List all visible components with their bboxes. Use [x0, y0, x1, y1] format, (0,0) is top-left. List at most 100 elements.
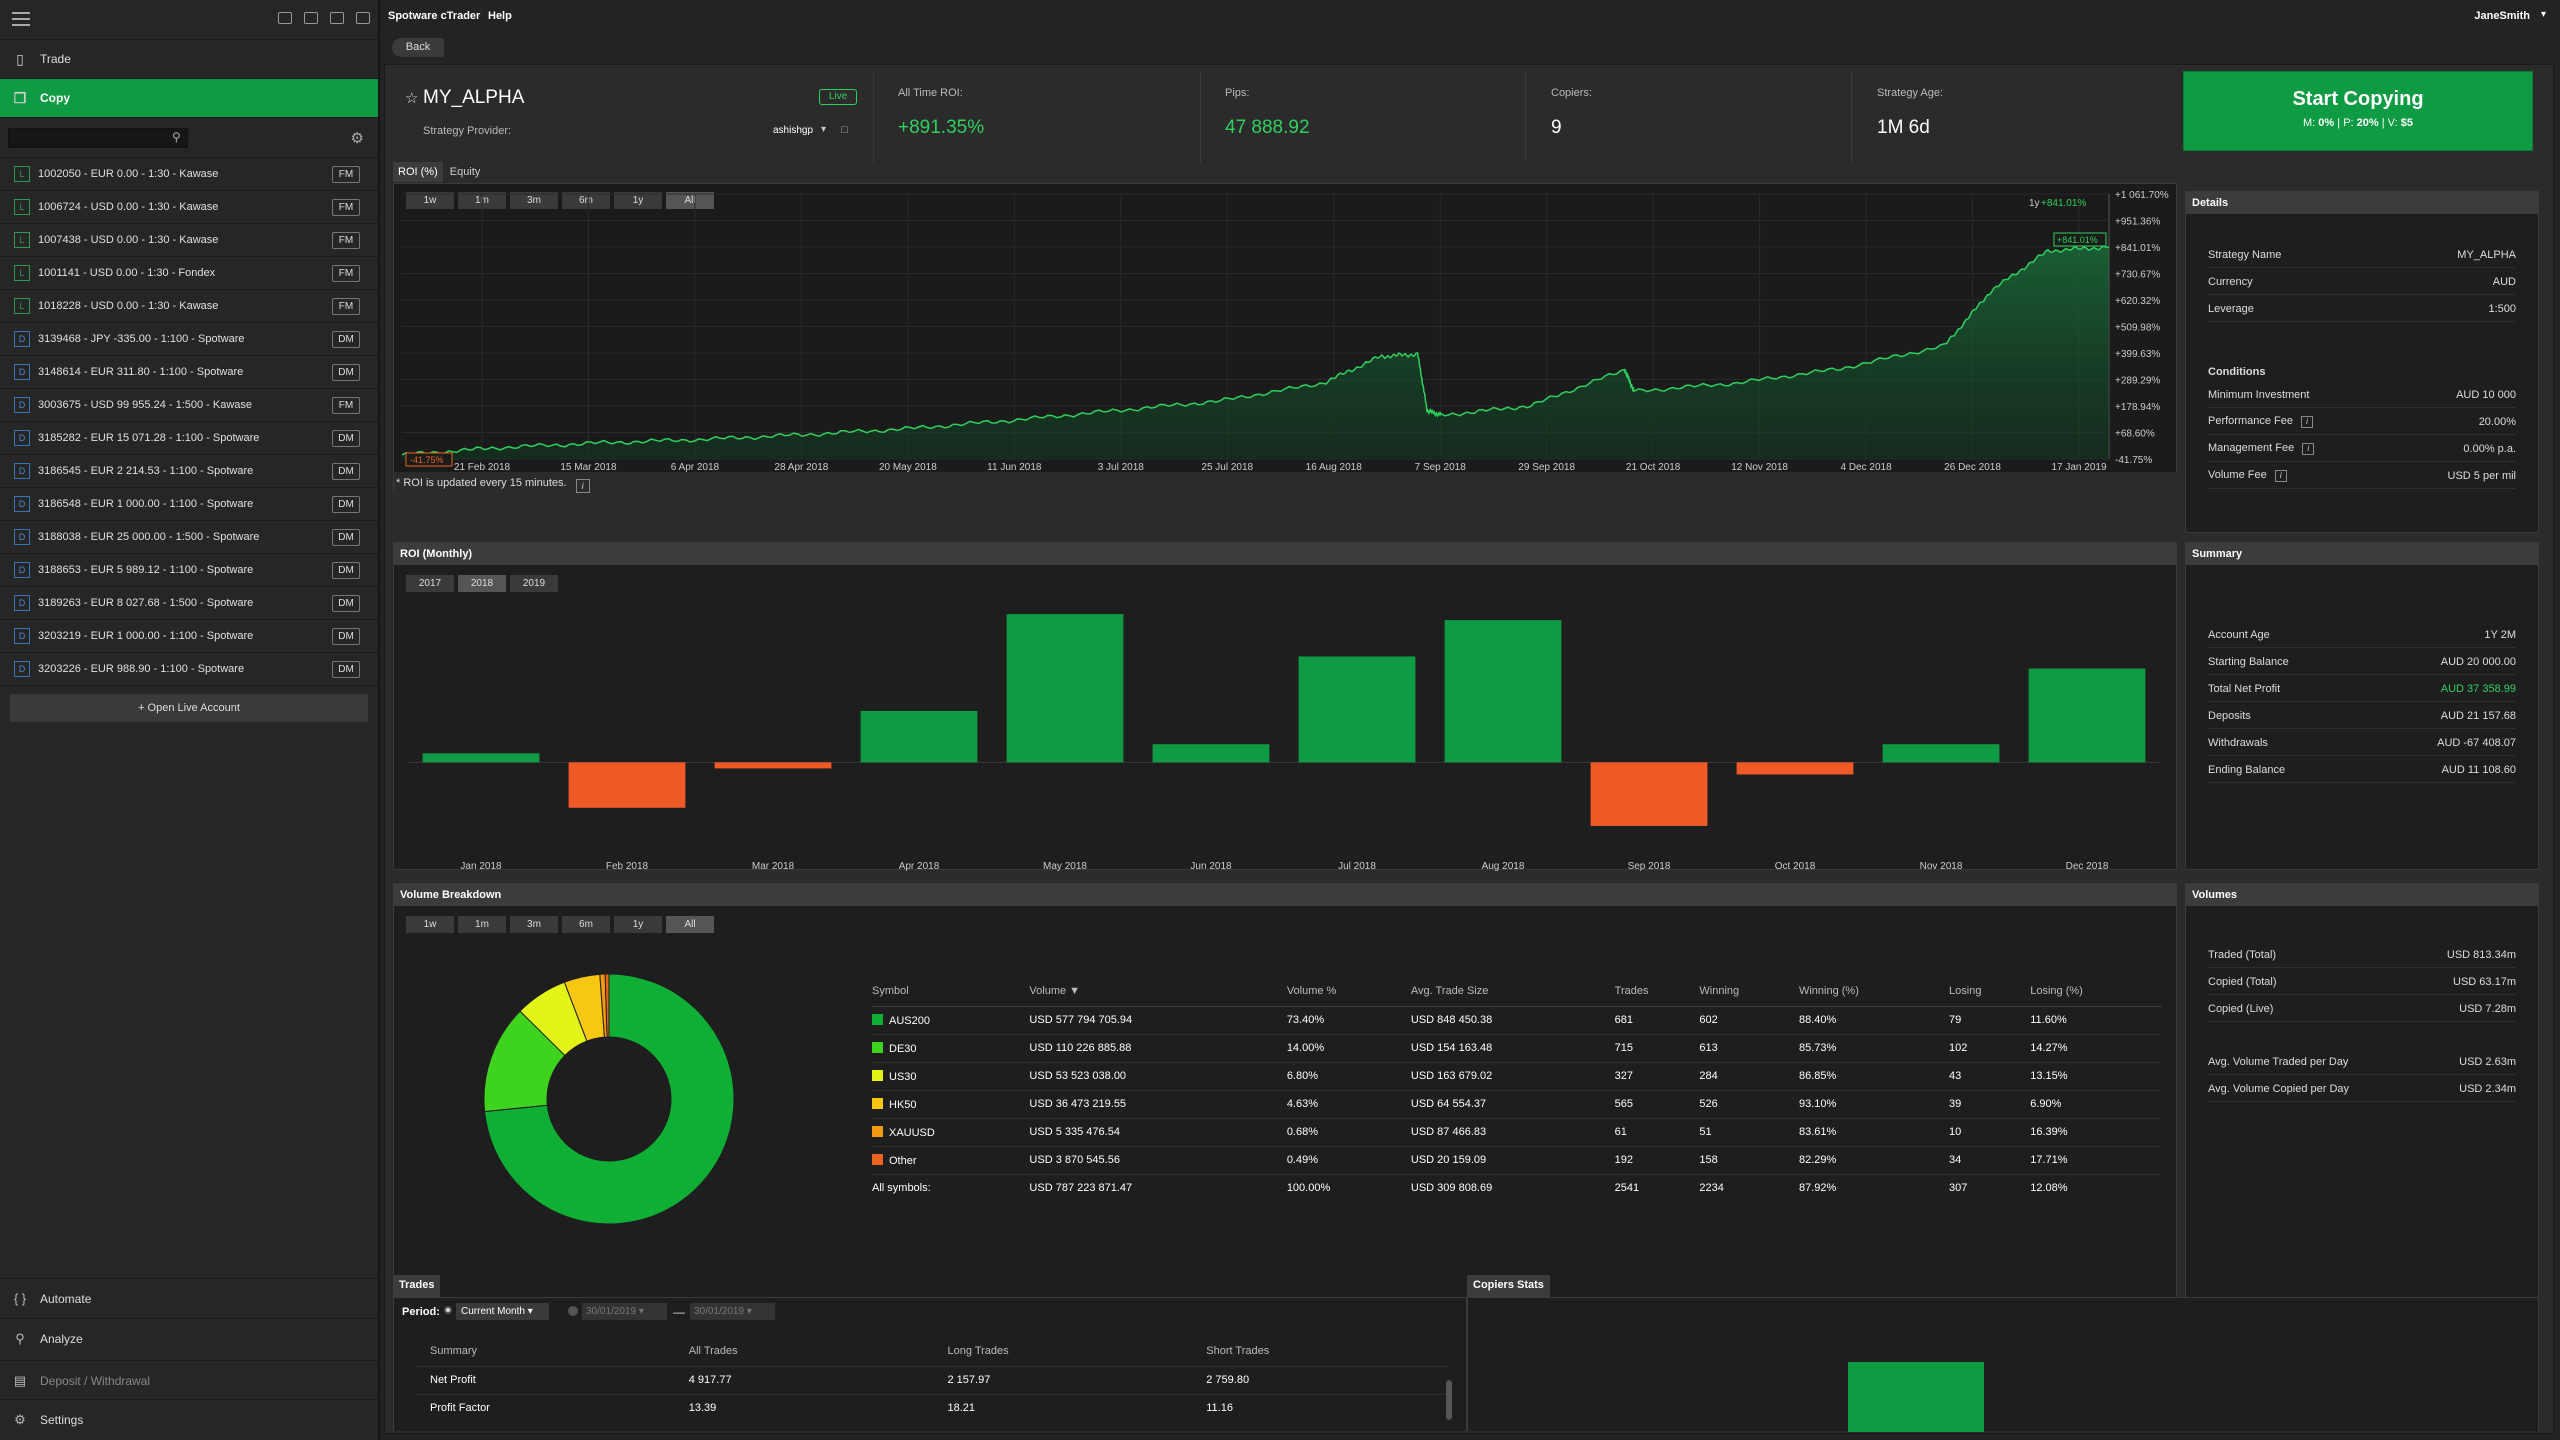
- nav-copy[interactable]: ❐ Copy: [0, 79, 378, 118]
- account-row[interactable]: D 3186545 - EUR 2 214.53 - 1:100 - Spotwa…: [0, 455, 378, 488]
- table-row[interactable]: Other USD 3 870 545.56 0.49% USD 20 159.09 1…: [872, 1146, 2162, 1175]
- info-icon[interactable]: i: [2302, 443, 2315, 455]
- app-title[interactable]: Spotware cTrader: [388, 10, 481, 22]
- monthly-bar[interactable]: [1152, 744, 1270, 763]
- monthly-bar[interactable]: [1298, 656, 1416, 763]
- account-row[interactable]: L 1007438 - USD 0.00 - 1:30 - Kawase FM: [0, 224, 378, 257]
- account-search-input[interactable]: [8, 128, 188, 148]
- account-row[interactable]: D 3186548 - EUR 1 000.00 - 1:100 - Spotwa…: [0, 488, 378, 521]
- donut-slice[interactable]: [484, 974, 735, 1225]
- column-header[interactable]: Losing (%): [2030, 976, 2162, 1007]
- column-header[interactable]: Winning (%): [1798, 976, 1950, 1007]
- account-row[interactable]: L 1002050 - EUR 0.00 - 1:30 - Kawase FM: [0, 158, 378, 191]
- table-row[interactable]: DE30 USD 110 226 885.88 14.00% USD 154 163.…: [872, 1034, 2162, 1063]
- period-select[interactable]: Current Month ▾: [456, 1303, 549, 1320]
- monthly-bar[interactable]: [1882, 744, 2000, 763]
- provider-name[interactable]: ashishgp: [773, 125, 814, 136]
- vol-range-6m[interactable]: 6m: [562, 916, 610, 933]
- fullscreen-icon[interactable]: [356, 12, 370, 24]
- help-menu[interactable]: Help: [488, 10, 512, 22]
- trades-tab[interactable]: Trades: [393, 1275, 441, 1297]
- column-header[interactable]: Losing: [1949, 976, 2031, 1007]
- message-icon[interactable]: □: [841, 124, 848, 136]
- column-header[interactable]: Volume ▼: [1029, 976, 1287, 1007]
- monthly-bar[interactable]: [1590, 762, 1708, 826]
- monthly-bar[interactable]: [714, 762, 832, 769]
- monthly-bar[interactable]: [1444, 620, 1562, 763]
- account-row[interactable]: D 3003675 - USD 99 955.24 - 1:500 - Kawas…: [0, 389, 378, 422]
- chevron-down-icon[interactable]: ▾: [2540, 9, 2546, 20]
- account-row[interactable]: D 3203219 - EUR 1 000.00 - 1:100 - Spotwa…: [0, 620, 378, 653]
- vol-range-all[interactable]: All: [666, 916, 714, 933]
- account-list: L 1002050 - EUR 0.00 - 1:30 - Kawase FM L 10…: [0, 158, 378, 686]
- column-header[interactable]: Volume %: [1286, 976, 1411, 1007]
- column-header[interactable]: Symbol: [872, 976, 1030, 1007]
- account-row[interactable]: D 3185282 - EUR 15 071.28 - 1:100 - Spotw…: [0, 422, 378, 455]
- column-header[interactable]: Winning: [1699, 976, 1799, 1007]
- gear-icon[interactable]: ⚙: [350, 130, 364, 147]
- monthly-bar[interactable]: [1006, 614, 1124, 763]
- range-1w[interactable]: 1w: [406, 192, 454, 209]
- hamburger-menu-icon[interactable]: [12, 12, 30, 26]
- back-button[interactable]: Back: [392, 38, 444, 57]
- table-row[interactable]: US30 USD 53 523 038.00 6.80% USD 163 679.02…: [872, 1062, 2162, 1091]
- vol-range-1y[interactable]: 1y: [614, 916, 662, 933]
- period-radio-custom[interactable]: [568, 1306, 578, 1316]
- vol-range-3m[interactable]: 3m: [510, 916, 558, 933]
- range-6m[interactable]: 6m: [562, 192, 610, 209]
- search-icon[interactable]: ⚲: [172, 130, 181, 144]
- account-row[interactable]: D 3189263 - EUR 8 027.68 - 1:500 - Spotwa…: [0, 587, 378, 620]
- account-row[interactable]: D 3139468 - JPY -335.00 - 1:100 - Spotwar…: [0, 323, 378, 356]
- info-icon[interactable]: i: [2274, 470, 2287, 482]
- provider-dropdown-icon[interactable]: ▾: [821, 124, 827, 135]
- sound-icon[interactable]: [330, 12, 344, 24]
- column-header[interactable]: Trades: [1614, 976, 1700, 1007]
- monthly-bar[interactable]: [422, 753, 540, 763]
- account-row[interactable]: L 1001141 - USD 0.00 - 1:30 - Fondex FM: [0, 257, 378, 290]
- nav-automate[interactable]: { } Automate: [0, 1278, 380, 1318]
- start-copying-button[interactable]: Start Copying M: 0% | P: 20% | V: $5: [2183, 71, 2533, 151]
- info-icon[interactable]: i: [575, 479, 590, 493]
- account-row[interactable]: D 3203226 - EUR 988.90 - 1:100 - Spotware…: [0, 653, 378, 686]
- tab-roi[interactable]: ROI (%): [393, 162, 443, 182]
- detach-icon[interactable]: [278, 12, 292, 24]
- table-row[interactable]: AUS200 USD 577 794 705.94 73.40% USD 848 45…: [872, 1006, 2162, 1035]
- account-row[interactable]: D 3148614 - EUR 311.80 - 1:100 - Spotware…: [0, 356, 378, 389]
- donut-slice[interactable]: [604, 974, 610, 1038]
- nav-settings[interactable]: ⚙ Settings: [0, 1399, 380, 1439]
- date-from-input[interactable]: 30/01/2019 ▾: [582, 1303, 667, 1320]
- vol-range-1w[interactable]: 1w: [406, 916, 454, 933]
- account-row[interactable]: L 1018228 - USD 0.00 - 1:30 - Kawase FM: [0, 290, 378, 323]
- nav-analyze[interactable]: ⚲ Analyze: [0, 1318, 380, 1358]
- monthly-bar[interactable]: [860, 710, 978, 763]
- nav-trade[interactable]: ▯ Trade: [0, 40, 378, 79]
- range-3m[interactable]: 3m: [510, 192, 558, 209]
- account-row[interactable]: L 1006724 - USD 0.00 - 1:30 - Kawase FM: [0, 191, 378, 224]
- tab-equity[interactable]: Equity: [444, 162, 486, 182]
- range-1y[interactable]: 1y: [614, 192, 662, 209]
- year-2017[interactable]: 2017: [406, 575, 454, 592]
- vol-range-1m[interactable]: 1m: [458, 916, 506, 933]
- monthly-bar[interactable]: [2028, 668, 2146, 763]
- user-menu[interactable]: JaneSmith: [2474, 10, 2530, 22]
- period-radio-current[interactable]: [444, 1306, 452, 1314]
- info-icon[interactable]: i: [2300, 416, 2313, 428]
- year-2018[interactable]: 2018: [458, 575, 506, 592]
- copiers-stats-tab[interactable]: Copiers Stats: [1467, 1275, 1550, 1297]
- open-live-account-button[interactable]: + Open Live Account: [10, 694, 368, 722]
- account-row[interactable]: D 3188653 - EUR 5 989.12 - 1:100 - Spotwa…: [0, 554, 378, 587]
- date-to-input[interactable]: 30/01/2019 ▾: [690, 1303, 775, 1320]
- layout-icon[interactable]: [304, 12, 318, 24]
- column-header[interactable]: Avg. Trade Size: [1410, 976, 1615, 1007]
- monthly-bar[interactable]: [1736, 762, 1854, 775]
- table-row[interactable]: XAUUSD USD 5 335 476.54 0.68% USD 87 466.83…: [872, 1118, 2162, 1147]
- favorite-star-icon[interactable]: ☆: [405, 90, 419, 107]
- year-2019[interactable]: 2019: [510, 575, 558, 592]
- table-row[interactable]: HK50 USD 36 473 219.55 4.63% USD 64 554.37 5…: [872, 1090, 2162, 1119]
- monthly-bar[interactable]: [568, 762, 686, 808]
- nav-deposit-withdrawal[interactable]: ▤ Deposit / Withdrawal: [0, 1360, 380, 1400]
- trades-scrollbar[interactable]: [1446, 1380, 1452, 1420]
- range-all[interactable]: All: [666, 192, 714, 209]
- account-label: 1002050 - EUR 0.00 - 1:30 - Kawase: [38, 168, 219, 180]
- account-row[interactable]: D 3188038 - EUR 25 000.00 - 1:500 - Spotw…: [0, 521, 378, 554]
